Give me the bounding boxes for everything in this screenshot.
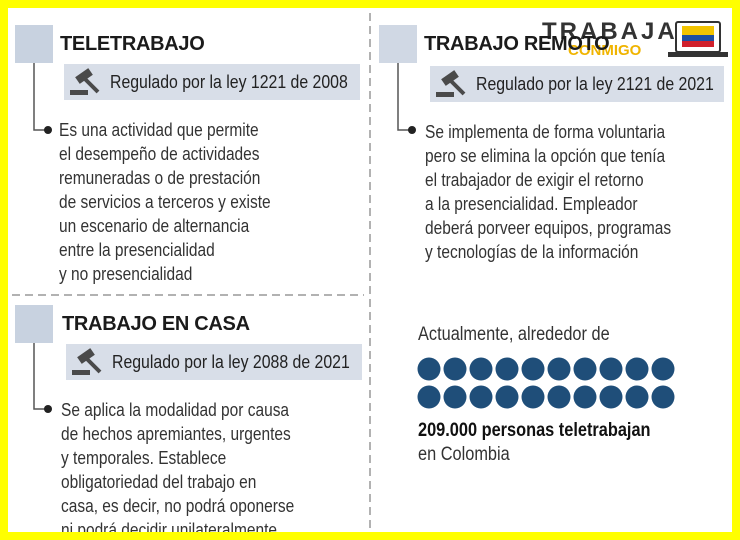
person-dot bbox=[417, 357, 441, 381]
stat-footer: en Colombia bbox=[418, 444, 510, 465]
description-line: de hechos apremiantes, urgentes bbox=[61, 424, 291, 444]
description-line: remuneradas o de prestación bbox=[59, 168, 261, 188]
description-line: Es una actividad que permite bbox=[59, 120, 259, 140]
person-dot bbox=[469, 357, 493, 381]
person-dot bbox=[443, 385, 467, 409]
description-line: el trabajador de exigir el retorno bbox=[425, 170, 644, 190]
description-line: deberá porveer equipos, programas bbox=[425, 218, 672, 238]
description-line: entre la presencialidad bbox=[59, 240, 215, 260]
section-icon bbox=[379, 25, 417, 63]
law-text: Regulado por la ley 2088 de 2021 bbox=[112, 352, 350, 372]
description-line: obligatoriedad del trabajo en bbox=[61, 472, 257, 492]
person-dot bbox=[625, 385, 649, 409]
person-dot bbox=[625, 357, 649, 381]
description-line: Se implementa de forma voluntaria bbox=[425, 122, 666, 142]
law-band: Regulado por la ley 1221 de 2008 bbox=[64, 64, 360, 100]
description: Se implementa de forma voluntaria pero se… bbox=[425, 120, 671, 264]
section-icon bbox=[15, 25, 53, 63]
description-line: a la presencialidad. Empleador bbox=[425, 194, 638, 214]
section-icon bbox=[15, 305, 53, 343]
stat-headline: 209.000 personas teletrabajan bbox=[418, 420, 651, 441]
description-line: de servicios a terceros y existe bbox=[59, 192, 271, 212]
description-line: y no presencialidad bbox=[59, 264, 193, 284]
description-line: y tecnologías de la información bbox=[425, 242, 639, 262]
description: Es una actividad que permite el desempeño… bbox=[59, 118, 271, 286]
person-dot bbox=[521, 357, 545, 381]
description-line: casa, es decir, no podrá oponerse bbox=[61, 496, 295, 516]
description-line: un escenario de alternancia bbox=[59, 216, 250, 236]
description-line: el desempeño de actividades bbox=[59, 144, 260, 164]
person-dot bbox=[599, 357, 623, 381]
person-dot bbox=[417, 385, 441, 409]
person-dot bbox=[547, 385, 571, 409]
person-dot bbox=[651, 357, 675, 381]
person-dot bbox=[651, 385, 675, 409]
person-dot bbox=[521, 385, 545, 409]
description-line: pero se elimina la opción que tenía bbox=[425, 146, 666, 166]
description-line: ni podrá decidir unilateralmente bbox=[61, 520, 277, 540]
law-text: Regulado por la ley 1221 de 2008 bbox=[110, 72, 348, 92]
person-dot bbox=[495, 357, 519, 381]
law-text: Regulado por la ley 2121 de 2021 bbox=[476, 74, 714, 94]
stat-intro: Actualmente, alrededor de bbox=[418, 324, 610, 345]
description: Se aplica la modalidad por causa de hecho… bbox=[61, 398, 295, 540]
decor bbox=[12, 13, 728, 532]
description-line: Se aplica la modalidad por causa bbox=[61, 400, 290, 420]
person-dot bbox=[573, 357, 597, 381]
person-dot bbox=[443, 357, 467, 381]
person-dot bbox=[495, 385, 519, 409]
law-band: Regulado por la ley 2121 de 2021 bbox=[430, 66, 724, 102]
section-title: TRABAJO REMOTO bbox=[424, 33, 610, 55]
section-title: TELETRABAJO bbox=[60, 33, 205, 55]
logo-text: TRABAJA bbox=[542, 18, 678, 45]
section-title: TRABAJO EN CASA bbox=[62, 313, 250, 335]
person-dot bbox=[547, 357, 571, 381]
logo-text: CONMIGO bbox=[568, 42, 642, 59]
description-line: y temporales. Establece bbox=[61, 448, 227, 468]
person-dot bbox=[573, 385, 597, 409]
person-dot bbox=[599, 385, 623, 409]
person-dot bbox=[469, 385, 493, 409]
law-band: Regulado por la ley 2088 de 2021 bbox=[66, 344, 362, 380]
